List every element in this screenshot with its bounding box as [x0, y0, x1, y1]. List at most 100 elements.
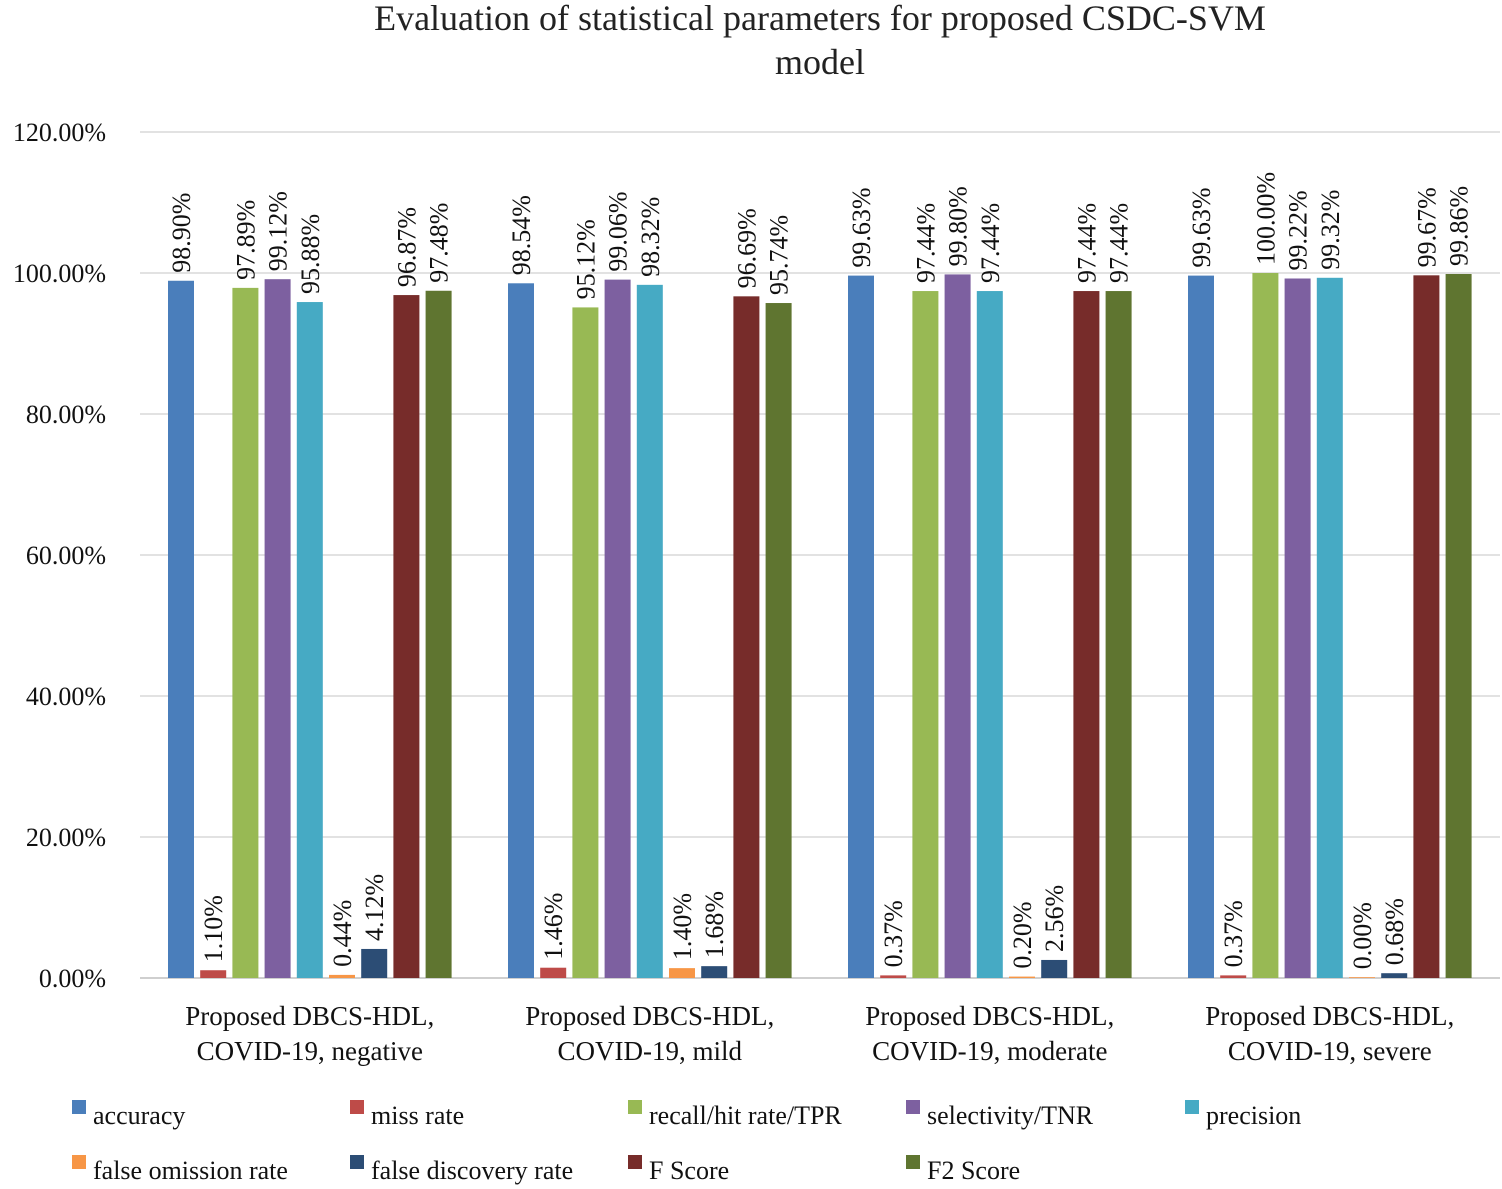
x-axis-categories: Proposed DBCS-HDL, COVID-19, negative Prop… — [185, 1001, 1454, 1066]
data-label: 99.86% — [1445, 186, 1474, 266]
x-category-label: Proposed DBCS-HDL, — [525, 1001, 774, 1031]
data-label: 95.74% — [765, 215, 794, 295]
bars — [168, 273, 1472, 979]
data-label: 0.37% — [879, 900, 908, 967]
chart-title: Evaluation of statistical parameters for… — [374, 0, 1266, 82]
bar-accuracy — [508, 283, 534, 979]
bar-accuracy — [168, 280, 194, 978]
data-label: 97.89% — [231, 200, 260, 280]
chart-title-line: model — [775, 42, 865, 82]
bar-selectivity-tnr — [264, 279, 291, 979]
y-axis-ticks: 0.00% 20.00% 40.00% 60.00% 80.00% 100.00% 120.… — [13, 118, 106, 993]
bar-f2-score — [425, 290, 452, 978]
bar-accuracy — [1188, 275, 1214, 978]
y-tick-label: 120.00% — [13, 118, 106, 147]
legend-label: F Score — [649, 1156, 729, 1185]
legend-swatch — [350, 1100, 364, 1114]
x-category-label: COVID-19, moderate — [872, 1036, 1107, 1066]
data-label: 99.12% — [264, 191, 293, 271]
legend-swatch — [72, 1100, 86, 1114]
data-label: 1.68% — [700, 891, 729, 958]
data-label: 0.44% — [328, 900, 357, 967]
bar-false-discovery-rate — [701, 966, 728, 978]
data-label: 1.40% — [668, 893, 697, 960]
bar-false-discovery-rate — [1041, 959, 1068, 978]
data-label: 4.12% — [360, 874, 389, 941]
y-tick-label: 60.00% — [26, 541, 106, 570]
bar-miss-rate — [200, 970, 227, 978]
bar-miss-rate — [540, 967, 567, 978]
data-label: 98.54% — [507, 195, 536, 275]
data-label: 97.44% — [976, 203, 1005, 283]
legend-swatch — [72, 1155, 86, 1169]
bar-recall-hit-rate-tpr — [912, 291, 939, 979]
legend-label: selectivity/TNR — [927, 1101, 1094, 1130]
gridlines — [140, 131, 1500, 979]
bar-precision — [636, 284, 663, 978]
y-tick-label: 40.00% — [26, 682, 106, 711]
legend-swatch — [628, 1100, 642, 1114]
data-label: 96.87% — [392, 207, 421, 287]
legend-label: accuracy — [93, 1101, 185, 1130]
bar-miss-rate — [880, 975, 907, 978]
y-tick-label: 80.00% — [26, 400, 106, 429]
y-tick-label: 20.00% — [26, 823, 106, 852]
x-category-label: Proposed DBCS-HDL, — [1205, 1001, 1454, 1031]
data-label: 98.90% — [167, 193, 196, 273]
data-label: 99.22% — [1284, 190, 1313, 270]
legend-swatch — [906, 1100, 920, 1114]
data-label: 1.10% — [199, 895, 228, 962]
bar-recall-hit-rate-tpr — [232, 287, 259, 978]
data-label: 99.63% — [847, 187, 876, 267]
data-label: 99.80% — [944, 186, 973, 266]
data-label: 0.20% — [1008, 901, 1037, 968]
y-tick-label: 0.00% — [39, 964, 106, 993]
bar-false-discovery-rate — [1381, 973, 1408, 978]
bar-miss-rate — [1220, 975, 1247, 978]
data-label: 96.69% — [732, 208, 761, 288]
x-category-label: COVID-19, severe — [1228, 1036, 1432, 1066]
bar-false-omission-rate — [1349, 977, 1375, 978]
legend-label: miss rate — [371, 1101, 464, 1130]
legend-label: false omission rate — [93, 1156, 288, 1185]
bar-recall-hit-rate-tpr — [1252, 273, 1279, 978]
data-label: 1.46% — [539, 893, 568, 960]
x-category-label: Proposed DBCS-HDL, — [185, 1001, 434, 1031]
legend: accuracy miss rate recall/hit rate/TPR sele… — [72, 1100, 1301, 1185]
legend-swatch — [906, 1155, 920, 1169]
data-label: 0.68% — [1380, 898, 1409, 965]
bar-f-score — [733, 296, 760, 978]
bar-selectivity-tnr — [1284, 278, 1311, 978]
data-label: 99.63% — [1187, 187, 1216, 267]
x-category-label: Proposed DBCS-HDL, — [865, 1001, 1114, 1031]
data-label: 0.37% — [1219, 900, 1248, 967]
bar-f2-score — [1445, 273, 1472, 978]
bar-precision — [976, 291, 1003, 979]
x-category-label: COVID-19, mild — [558, 1036, 743, 1066]
data-label: 99.67% — [1412, 187, 1441, 267]
data-label: 98.32% — [636, 197, 665, 277]
y-tick-label: 100.00% — [13, 259, 106, 288]
bar-f-score — [1073, 291, 1100, 979]
bar-false-discovery-rate — [361, 948, 388, 978]
bar-false-omission-rate — [329, 974, 355, 978]
bar-selectivity-tnr — [944, 274, 971, 978]
data-label: 100.00% — [1251, 172, 1280, 265]
bar-selectivity-tnr — [604, 279, 631, 978]
data-label: 97.44% — [1072, 203, 1101, 283]
bar-precision — [1316, 277, 1343, 978]
data-label: 97.44% — [911, 203, 940, 283]
data-label: 2.56% — [1040, 885, 1069, 952]
data-label: 95.88% — [296, 214, 325, 294]
bar-f-score — [393, 295, 420, 978]
bar-accuracy — [848, 275, 874, 978]
data-label: 99.06% — [604, 191, 633, 271]
x-category-label: COVID-19, negative — [197, 1036, 423, 1066]
bar-recall-hit-rate-tpr — [572, 307, 599, 978]
data-label: 99.32% — [1316, 190, 1345, 270]
legend-swatch — [1185, 1100, 1199, 1114]
bar-f-score — [1413, 275, 1440, 978]
chart-title-line: Evaluation of statistical parameters for… — [374, 0, 1266, 38]
legend-label: precision — [1206, 1101, 1301, 1130]
